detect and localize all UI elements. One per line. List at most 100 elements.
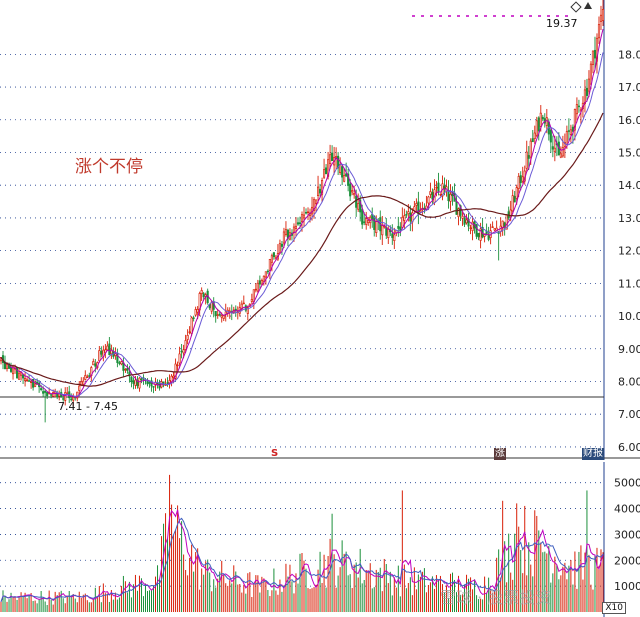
candle-body	[367, 220, 370, 223]
candle-body	[64, 392, 67, 401]
candle-body	[184, 340, 187, 350]
marker-rise[interactable]: 涨	[494, 448, 506, 460]
marker-earnings[interactable]: 财报	[582, 448, 604, 460]
candle-body	[5, 364, 9, 369]
candle-body	[304, 211, 308, 214]
candle-body	[407, 211, 410, 215]
candle-body	[98, 350, 101, 362]
marker-s[interactable]: S	[271, 448, 279, 459]
candle-body	[365, 218, 368, 225]
candle-body	[591, 50, 595, 65]
candle-body	[323, 169, 326, 178]
price-tick-label: 14.00	[618, 179, 640, 192]
candle-body	[292, 226, 296, 233]
candle-body	[30, 381, 33, 383]
zoom-label[interactable]: X10	[602, 602, 626, 614]
candle-body	[419, 210, 422, 213]
candle-body	[477, 232, 480, 238]
candle-body	[268, 258, 271, 271]
candle-body	[166, 382, 169, 385]
candle-body	[140, 378, 143, 381]
ma-mid-line	[0, 52, 604, 397]
candle-body	[216, 314, 219, 317]
candle-body	[186, 335, 189, 340]
candle-body	[50, 394, 53, 396]
candle-body	[270, 255, 273, 263]
ma-short-line	[0, 28, 604, 398]
candle-body	[264, 271, 267, 278]
candle-body	[537, 117, 540, 132]
candle-body	[92, 361, 95, 366]
candle-body	[513, 195, 516, 203]
candle-body	[124, 368, 127, 371]
candle-body	[535, 120, 538, 136]
price-tick-label: 6.00	[618, 441, 640, 454]
candle-body	[294, 225, 298, 229]
candle-body	[351, 190, 354, 193]
candle-body	[525, 151, 528, 169]
candle-body	[545, 117, 548, 126]
ma-long-line	[0, 112, 604, 387]
candle-body	[172, 375, 175, 378]
candle-body	[24, 377, 27, 381]
candle-body	[204, 294, 207, 297]
candle-body	[28, 380, 31, 382]
candle-body	[553, 147, 556, 152]
volume-tick-label: 50000	[614, 477, 640, 490]
candle-body	[529, 140, 532, 158]
price-tick-label: 15.00	[618, 146, 640, 159]
candle-body	[108, 343, 111, 356]
candle-body	[363, 221, 366, 223]
candle-body	[16, 366, 19, 379]
candle-body	[314, 199, 318, 204]
candle-body	[515, 187, 518, 199]
candle-body	[82, 380, 85, 385]
candle-body	[561, 147, 564, 157]
candle-body	[32, 378, 35, 388]
candle-body	[70, 398, 73, 401]
candle-body	[84, 375, 87, 380]
candle-body	[401, 216, 404, 228]
candle-body	[593, 49, 597, 59]
candle-body	[479, 228, 482, 241]
candle-body	[381, 224, 384, 236]
candle-body	[152, 386, 155, 388]
price-tick-label: 9.00	[618, 343, 640, 356]
candle-body	[589, 63, 593, 85]
up-arrow-icon[interactable]	[584, 2, 592, 9]
candle-body	[146, 381, 149, 385]
candle-body	[280, 243, 283, 247]
candle-body	[100, 350, 103, 355]
candle-body	[559, 153, 562, 158]
candle-body	[391, 233, 394, 238]
candle-body	[599, 14, 603, 22]
candle-body	[192, 317, 195, 319]
price-range-label: 7.41 - 7.45	[58, 400, 118, 413]
candle-body	[296, 222, 300, 225]
candle-body	[218, 313, 221, 316]
candle-body	[341, 166, 344, 178]
candle-body	[278, 243, 281, 254]
price-tick-label: 13.00	[618, 212, 640, 225]
candle-body	[282, 231, 285, 244]
last-price-label: 19.37	[546, 17, 578, 30]
candle-body	[242, 302, 245, 305]
candle-body	[106, 345, 109, 351]
price-tick-label: 12.00	[618, 245, 640, 258]
candle-body	[306, 211, 310, 214]
candle-body	[300, 214, 304, 223]
candle-body	[22, 374, 25, 379]
price-chart[interactable]: 6.00 7.00 8.00 9.00 10.00 11.00 12.00 13.00 14.0…	[0, 0, 640, 460]
candle-body	[329, 154, 332, 164]
chart-caption: 涨个不停	[75, 157, 143, 177]
volume-ma-line	[0, 517, 604, 602]
candle-body	[272, 252, 275, 258]
candle-body	[585, 87, 588, 96]
candle-body	[521, 176, 524, 182]
candle-body	[321, 180, 324, 195]
candle-body	[254, 288, 257, 291]
volume-chart[interactable]: 10000 20000 30000 40000 50000	[0, 462, 640, 617]
candle-body	[78, 385, 81, 391]
candle-body	[449, 193, 452, 202]
